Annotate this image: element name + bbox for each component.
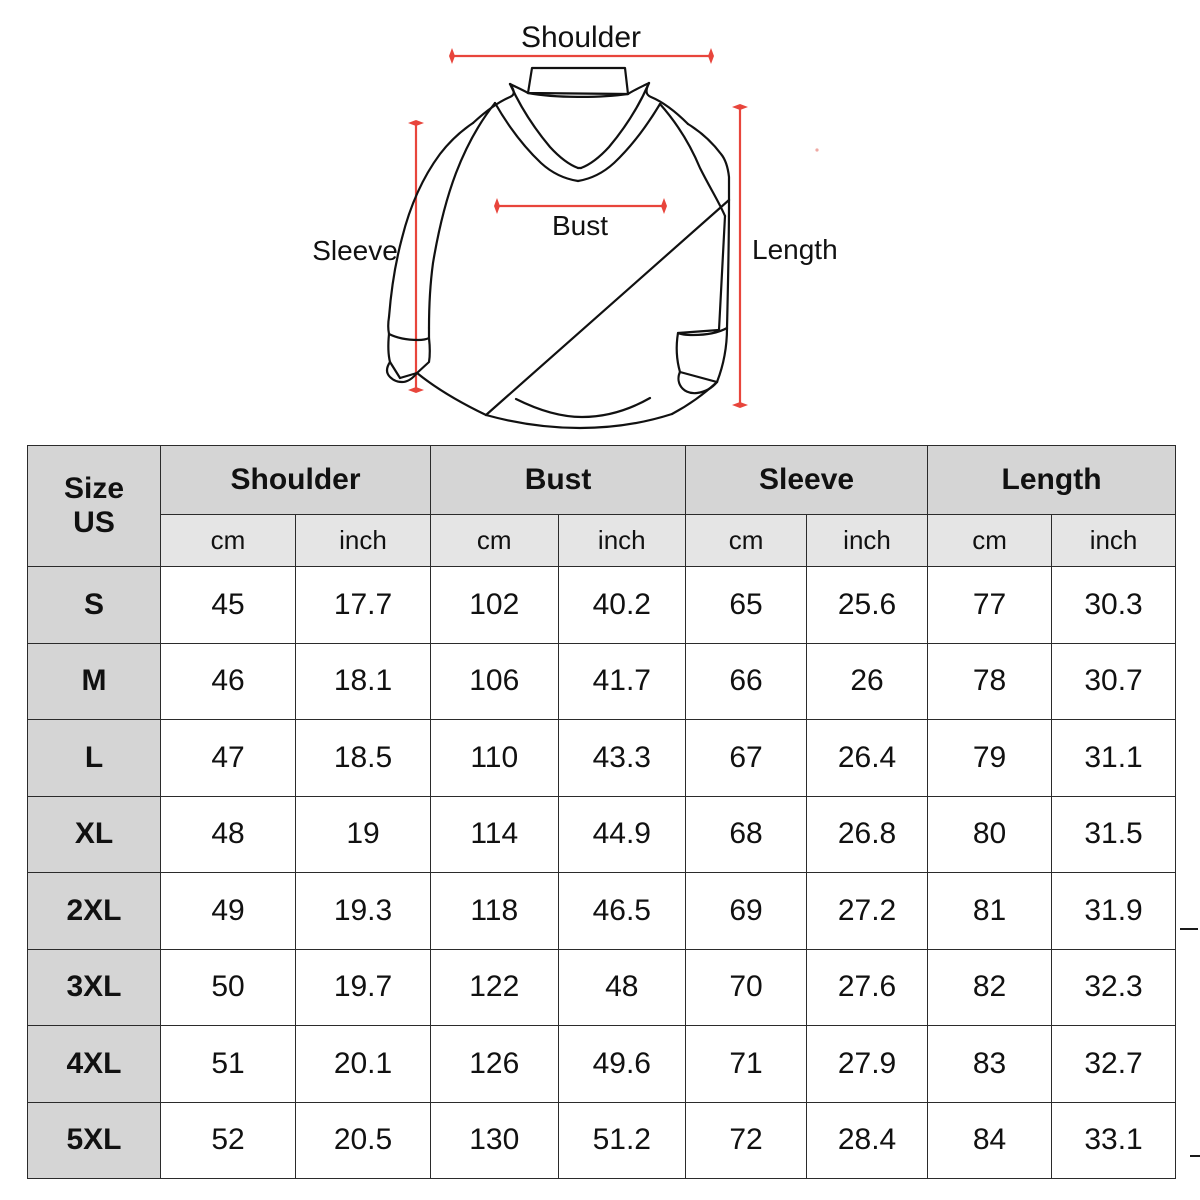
svg-text:Length: Length <box>752 234 838 265</box>
svg-text:Bust: Bust <box>552 210 608 241</box>
svg-text:Sleeve: Sleeve <box>312 235 398 266</box>
svg-text:Shoulder: Shoulder <box>521 21 641 54</box>
